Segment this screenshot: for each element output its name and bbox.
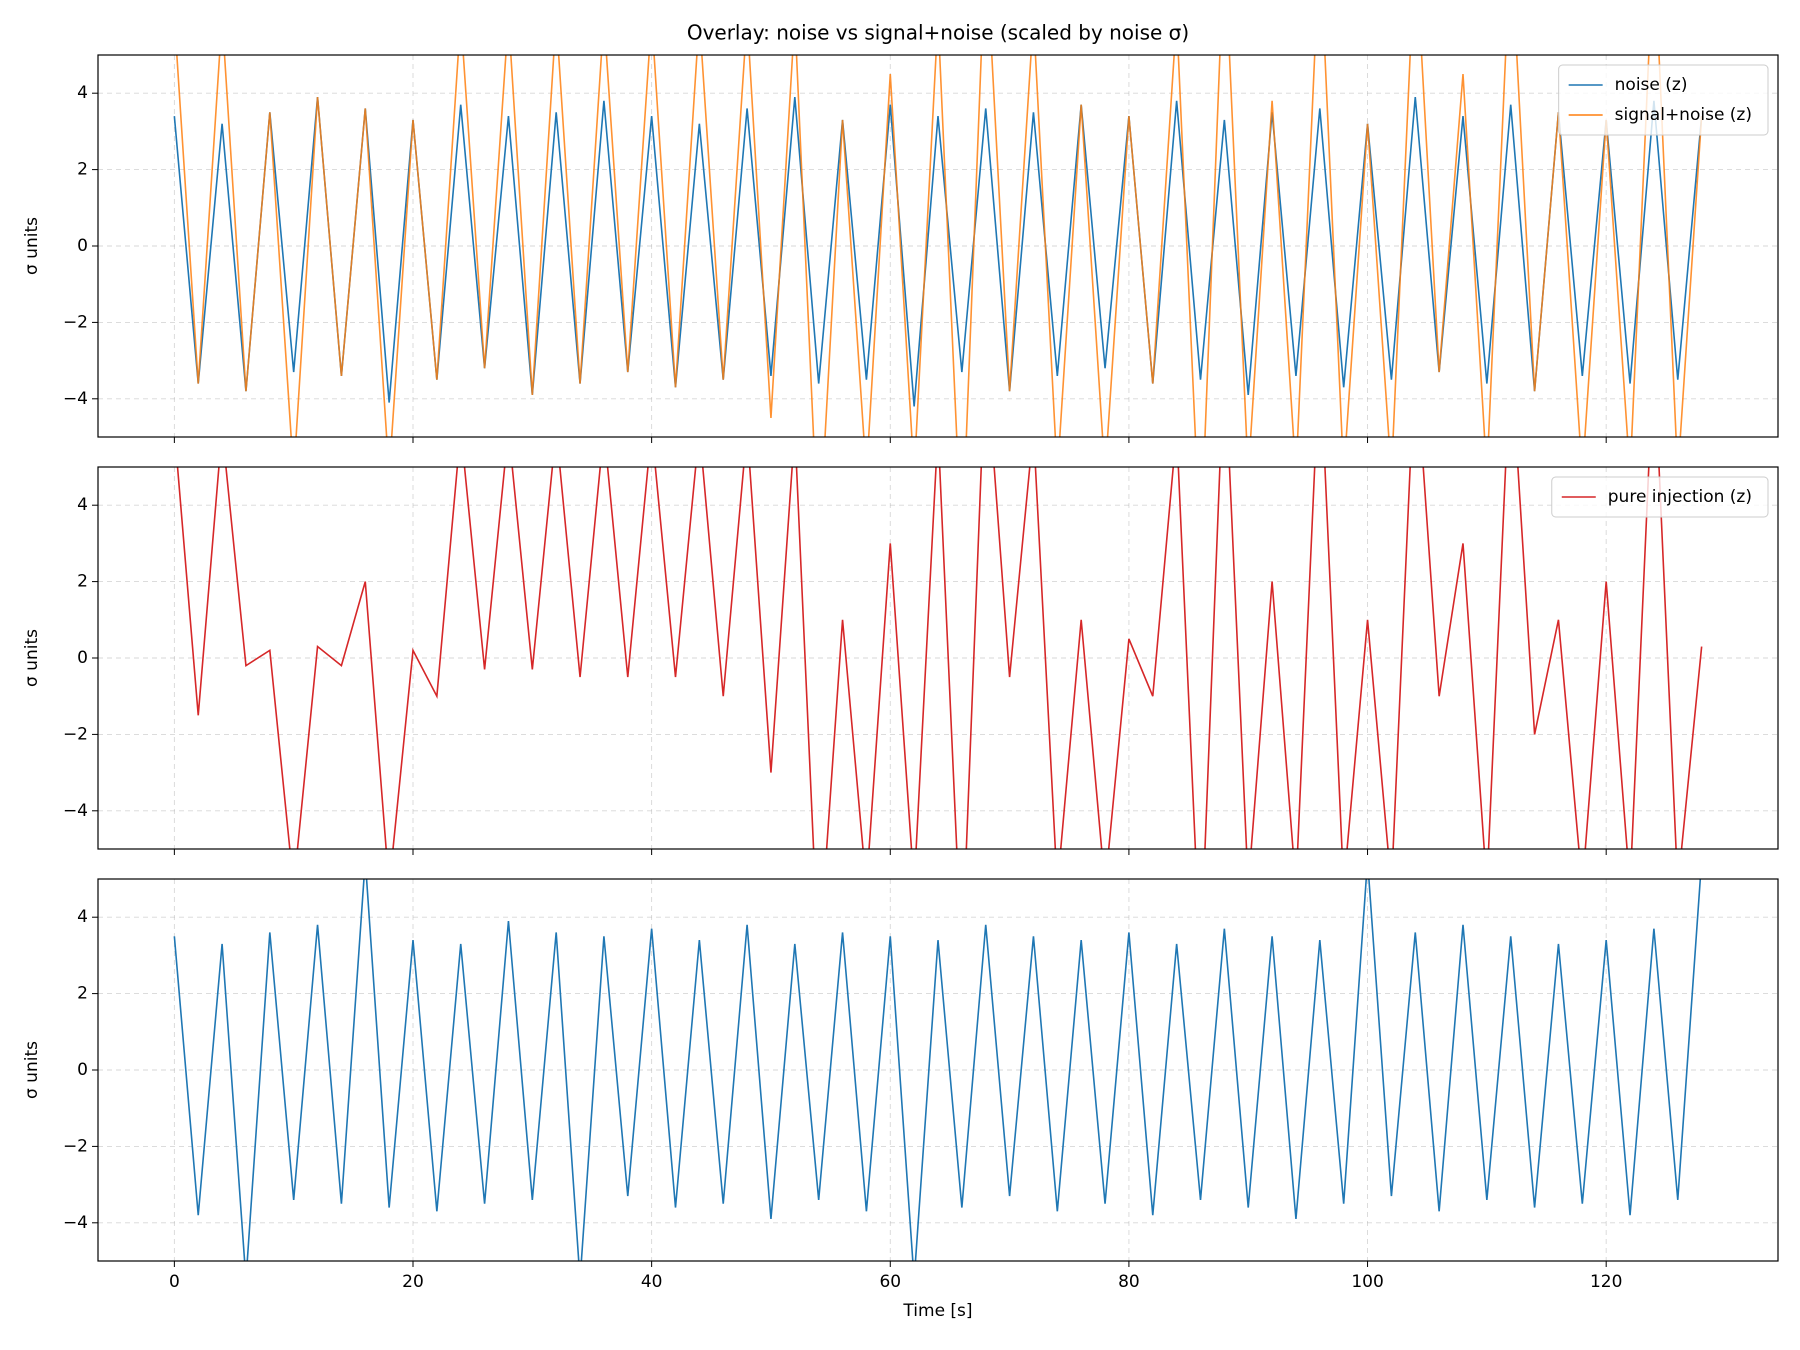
x-axis-label: Time [s] xyxy=(902,1301,972,1321)
y-tick-label: −4 xyxy=(63,801,88,821)
legend-box xyxy=(1551,476,1769,518)
x-tick-label: 60 xyxy=(879,1272,901,1292)
y-tick-label: −2 xyxy=(63,312,88,332)
y-tick-label: −4 xyxy=(63,389,88,409)
legend-box xyxy=(1558,64,1769,136)
series-line xyxy=(176,55,1703,437)
y-tick-label: −2 xyxy=(63,724,88,744)
x-tick-label: 0 xyxy=(169,1272,180,1292)
y-tick-label: −2 xyxy=(63,1136,88,1156)
x-tick-label: 20 xyxy=(402,1272,424,1292)
y-axis-label: σ units xyxy=(22,217,42,275)
y-tick-label: 0 xyxy=(77,1060,88,1080)
x-tick-label: 100 xyxy=(1351,1272,1383,1292)
x-tick-label: 80 xyxy=(1118,1272,1140,1292)
series-line xyxy=(176,467,1703,849)
axes-frame xyxy=(97,466,1779,850)
y-tick-label: 0 xyxy=(77,648,88,668)
legend: pure injection (z) xyxy=(1551,476,1769,518)
y-tick-label: 4 xyxy=(77,907,88,927)
y-tick-label: 2 xyxy=(77,160,88,180)
legend-label: noise (z) xyxy=(1615,75,1688,95)
y-axis-label: σ units xyxy=(22,1041,42,1099)
y-tick-label: −4 xyxy=(63,1213,88,1233)
y-tick-label: 2 xyxy=(77,984,88,1004)
axes-frame xyxy=(97,54,1779,438)
y-axis-label: σ units xyxy=(22,629,42,687)
x-tick-label: 40 xyxy=(641,1272,663,1292)
x-tick-label: 120 xyxy=(1590,1272,1622,1292)
series-line xyxy=(173,879,1702,1261)
legend-label: pure injection (z) xyxy=(1608,487,1752,507)
chart-title: Overlay: noise vs signal+noise (scaled b… xyxy=(687,21,1189,45)
legend: noise (z) signal+noise (z) xyxy=(1558,64,1769,136)
legend-label: signal+noise (z) xyxy=(1615,105,1752,125)
y-tick-label: 4 xyxy=(77,495,88,515)
axes-frame xyxy=(97,878,1779,1262)
y-tick-label: 4 xyxy=(77,83,88,103)
y-tick-label: 2 xyxy=(77,572,88,592)
y-tick-label: 0 xyxy=(77,236,88,256)
